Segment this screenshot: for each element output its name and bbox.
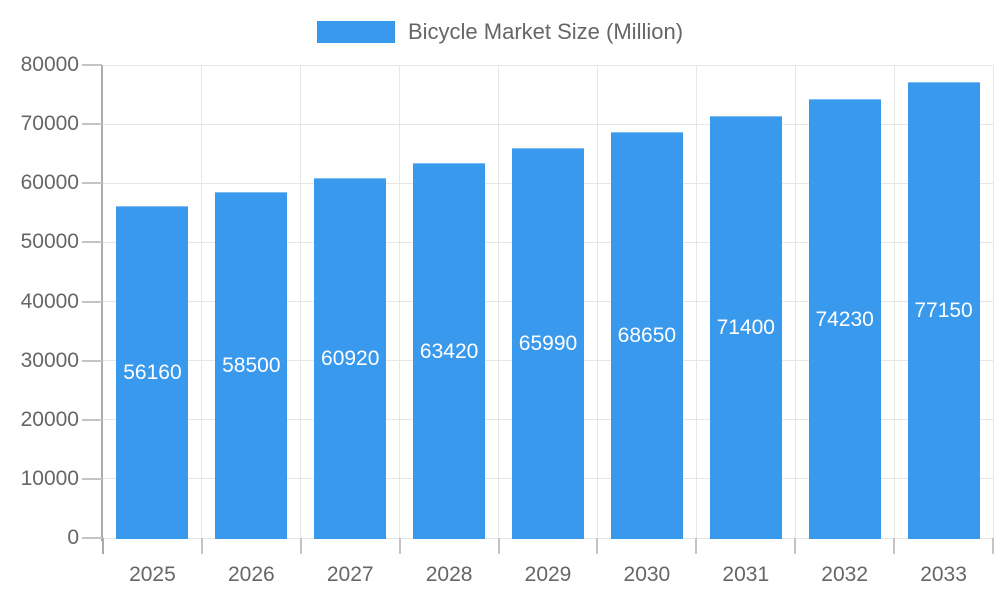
bar-value-label: 74230 bbox=[815, 307, 874, 331]
x-gridline bbox=[498, 65, 500, 538]
y-tick-mark bbox=[82, 64, 102, 66]
x-gridline bbox=[300, 65, 302, 538]
y-axis-line bbox=[101, 65, 103, 541]
y-tick-mark bbox=[82, 359, 102, 362]
bar-2030[interactable]: 68650 bbox=[610, 132, 683, 539]
bar-2025[interactable]: 56160 bbox=[116, 205, 189, 539]
bar-value-label: 60920 bbox=[321, 346, 380, 370]
y-tick-mark bbox=[82, 477, 102, 480]
bar-2032[interactable]: 74230 bbox=[808, 99, 881, 539]
y-tick-label: 50000 bbox=[20, 230, 79, 254]
y-tick-label: 20000 bbox=[20, 407, 79, 431]
x-gridline bbox=[992, 65, 994, 538]
y-tick-label: 0 bbox=[67, 526, 79, 549]
x-tick-label: 2030 bbox=[623, 563, 671, 586]
legend-label: Bicycle Market Size (Million) bbox=[407, 19, 684, 44]
x-tick-label: 2031 bbox=[722, 563, 770, 586]
bar-2028[interactable]: 63420 bbox=[413, 163, 486, 539]
x-tick-label: 2029 bbox=[524, 563, 572, 586]
bar-2029[interactable]: 65990 bbox=[512, 147, 584, 539]
x-tick-label: 2028 bbox=[425, 563, 473, 586]
bar-value-label: 63420 bbox=[419, 339, 479, 363]
y-gridline bbox=[103, 123, 993, 125]
x-tick-label: 2025 bbox=[129, 563, 176, 586]
bar-value-label: 71400 bbox=[716, 315, 775, 339]
y-tick-label: 70000 bbox=[20, 112, 79, 136]
bar-value-label: 68650 bbox=[617, 324, 677, 348]
x-tick-mark bbox=[200, 538, 203, 554]
x-tick-label: 2033 bbox=[920, 563, 967, 586]
x-tick-mark bbox=[398, 538, 401, 554]
x-gridline bbox=[695, 65, 697, 538]
y-tick-label: 40000 bbox=[20, 289, 79, 313]
x-gridline bbox=[399, 65, 401, 538]
y-tick-mark bbox=[82, 241, 102, 244]
y-tick-mark bbox=[82, 418, 102, 421]
y-gridline bbox=[103, 64, 993, 66]
legend-swatch bbox=[316, 21, 395, 43]
x-tick-mark bbox=[299, 538, 302, 554]
x-gridline bbox=[893, 65, 895, 538]
bar-value-label: 58500 bbox=[222, 354, 281, 378]
chart-legend[interactable]: Bicycle Market Size (Million) bbox=[0, 18, 1000, 46]
y-tick-mark bbox=[82, 300, 102, 303]
x-tick-mark bbox=[596, 538, 599, 554]
x-tick-label: 2026 bbox=[227, 563, 275, 586]
y-tick-label: 60000 bbox=[20, 171, 79, 195]
bar-value-label: 77150 bbox=[914, 298, 973, 322]
x-tick-mark bbox=[992, 538, 994, 554]
x-tick-mark bbox=[102, 538, 104, 554]
y-tick-mark bbox=[82, 537, 102, 539]
x-gridline bbox=[794, 65, 796, 538]
x-tick-label: 2032 bbox=[821, 563, 869, 586]
x-tick-mark bbox=[497, 538, 500, 554]
plot-area: 56160 58500 60920 63420 65990 68650 71400 74230… bbox=[103, 64, 994, 539]
y-tick-label: 30000 bbox=[20, 348, 79, 372]
bar-2031[interactable]: 71400 bbox=[709, 115, 782, 539]
y-tick-mark bbox=[82, 123, 102, 126]
bar-value-label: 65990 bbox=[518, 331, 578, 355]
x-tick-mark bbox=[893, 538, 896, 554]
x-tick-label: 2027 bbox=[326, 563, 374, 586]
bar-value-label: 56160 bbox=[123, 360, 182, 384]
x-gridline bbox=[596, 65, 598, 538]
y-tick-label: 80000 bbox=[20, 53, 79, 76]
bar-2027[interactable]: 60920 bbox=[314, 177, 387, 539]
x-gridline bbox=[201, 65, 203, 538]
x-tick-mark bbox=[794, 538, 797, 554]
x-tick-mark bbox=[695, 538, 698, 554]
y-tick-mark bbox=[82, 182, 102, 185]
bar-2026[interactable]: 58500 bbox=[215, 192, 288, 539]
bar-2033[interactable]: 77150 bbox=[907, 81, 980, 539]
y-tick-label: 10000 bbox=[20, 466, 79, 490]
